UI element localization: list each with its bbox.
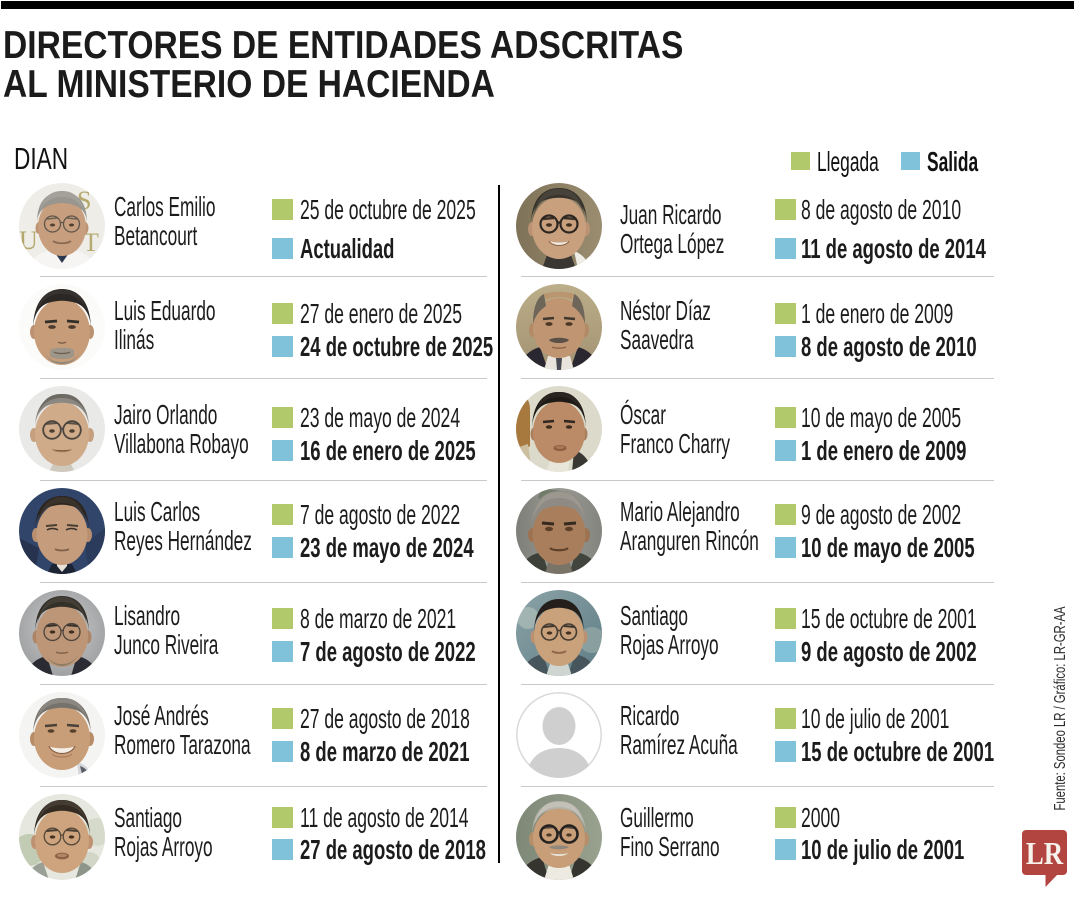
svg-text:LR: LR [1026, 837, 1064, 872]
svg-text:U: U [19, 226, 38, 255]
svg-text:T: T [83, 228, 99, 257]
